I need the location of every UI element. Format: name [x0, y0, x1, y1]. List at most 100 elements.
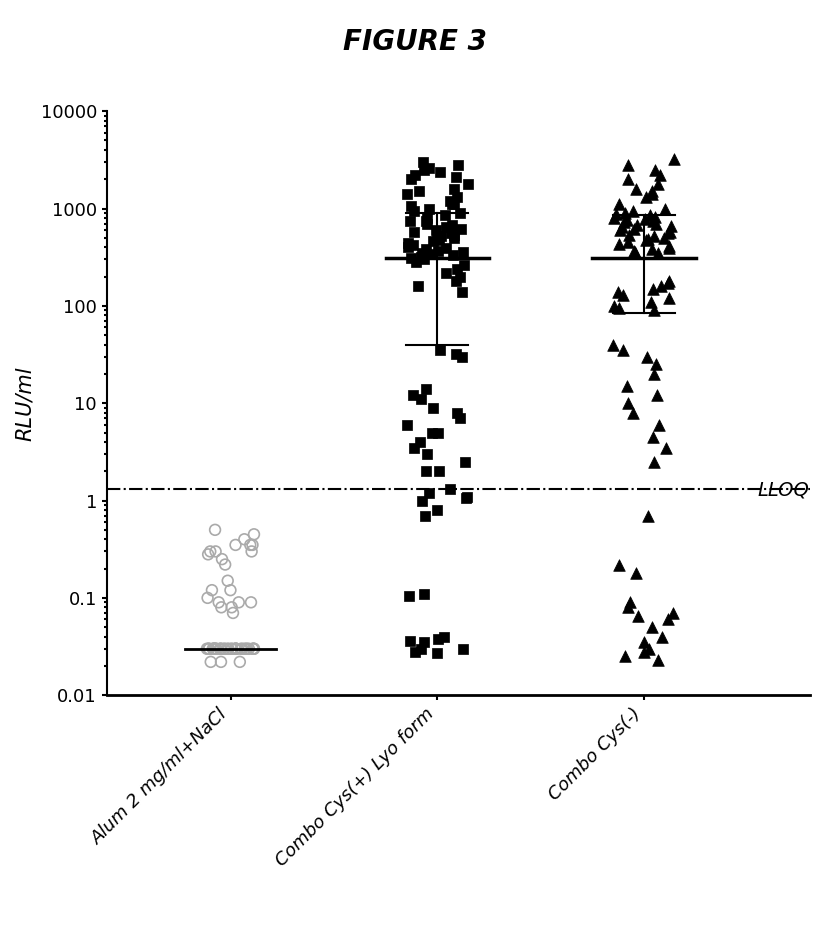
Point	[422, 486, 435, 501]
Point	[617, 287, 630, 302]
Point	[662, 273, 676, 288]
Point	[449, 170, 463, 184]
Point	[218, 641, 231, 656]
Point	[405, 199, 418, 214]
Point	[451, 158, 464, 172]
Point	[226, 605, 240, 620]
Point	[656, 629, 669, 644]
Point	[456, 245, 469, 260]
Point	[649, 357, 662, 372]
Point	[652, 653, 665, 667]
Point	[647, 366, 660, 381]
Point	[212, 595, 225, 610]
Point	[627, 405, 640, 420]
Point	[638, 635, 651, 650]
Point	[432, 464, 445, 478]
Point	[415, 493, 429, 508]
Point	[426, 234, 439, 248]
Point	[640, 190, 653, 205]
Point	[433, 343, 446, 358]
Point	[206, 583, 219, 598]
Point	[208, 641, 221, 656]
Point	[426, 400, 439, 415]
Point	[207, 641, 221, 656]
Point	[661, 226, 674, 241]
Point	[439, 220, 453, 235]
Point	[618, 649, 632, 664]
Point	[246, 538, 259, 552]
Point	[639, 234, 652, 248]
Point	[450, 190, 463, 205]
Point	[202, 641, 216, 656]
Point	[612, 557, 625, 572]
Point	[651, 388, 664, 403]
Point	[447, 248, 460, 263]
Point	[450, 261, 463, 276]
Point	[422, 201, 435, 216]
Text: FIGURE 3: FIGURE 3	[342, 28, 487, 56]
Point	[630, 218, 643, 233]
Point	[402, 589, 415, 603]
Point	[629, 565, 642, 580]
Point	[460, 489, 473, 504]
Point	[400, 187, 414, 202]
Point	[214, 641, 227, 656]
Point	[401, 236, 414, 251]
Point	[406, 238, 419, 253]
Point	[206, 641, 220, 656]
Point	[607, 337, 620, 352]
Point	[622, 600, 635, 615]
Point	[607, 298, 620, 313]
Point	[425, 425, 439, 440]
Point	[647, 303, 661, 318]
Point	[652, 176, 665, 191]
Point	[230, 641, 243, 656]
Point	[646, 187, 659, 202]
Point	[412, 184, 425, 199]
Point	[646, 184, 659, 199]
Point	[238, 641, 251, 656]
Point	[649, 216, 662, 231]
Point	[612, 197, 625, 212]
Point	[402, 240, 415, 255]
Point	[644, 295, 657, 310]
Point	[215, 600, 228, 615]
Point	[447, 227, 460, 242]
Point	[431, 243, 444, 258]
Point	[409, 168, 422, 183]
Point	[430, 502, 444, 517]
Point	[405, 171, 418, 186]
Point	[208, 641, 221, 656]
Point	[235, 641, 249, 656]
Point	[245, 544, 258, 559]
Point	[453, 269, 467, 284]
Point	[216, 552, 229, 566]
Point	[653, 168, 667, 183]
Point	[407, 440, 420, 455]
Point	[245, 595, 258, 610]
Point	[642, 508, 655, 523]
Point	[232, 595, 245, 610]
Point	[448, 197, 461, 212]
Point	[219, 557, 232, 572]
Point	[429, 222, 442, 237]
Point	[667, 152, 681, 167]
Point	[417, 587, 430, 602]
Point	[416, 155, 429, 170]
Point	[404, 213, 417, 228]
Point	[612, 285, 625, 299]
Point	[652, 246, 665, 260]
Point	[417, 162, 430, 177]
Point	[230, 641, 243, 656]
Point	[411, 279, 424, 294]
Point	[430, 231, 444, 246]
Point	[414, 392, 427, 407]
Point	[648, 210, 662, 224]
Point	[210, 641, 223, 656]
Point	[415, 246, 429, 260]
Point	[403, 634, 416, 649]
Point	[208, 641, 221, 656]
Point	[453, 411, 467, 425]
Point	[612, 237, 625, 252]
Point	[209, 641, 222, 656]
